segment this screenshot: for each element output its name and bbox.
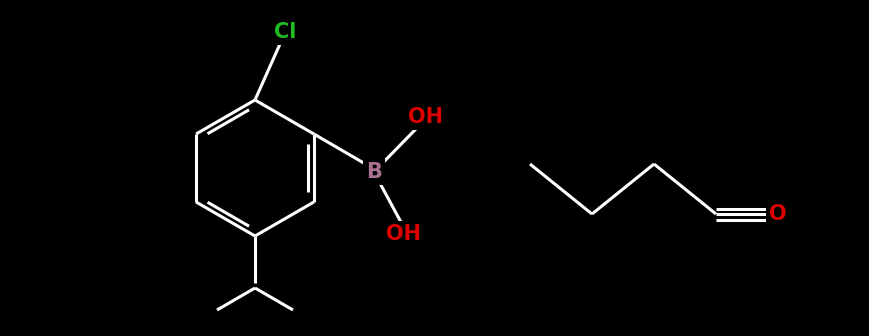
Text: B: B bbox=[366, 162, 381, 182]
Text: OH: OH bbox=[387, 224, 421, 244]
Text: O: O bbox=[769, 204, 786, 224]
Text: Cl: Cl bbox=[274, 22, 296, 42]
Text: OH: OH bbox=[408, 107, 443, 127]
